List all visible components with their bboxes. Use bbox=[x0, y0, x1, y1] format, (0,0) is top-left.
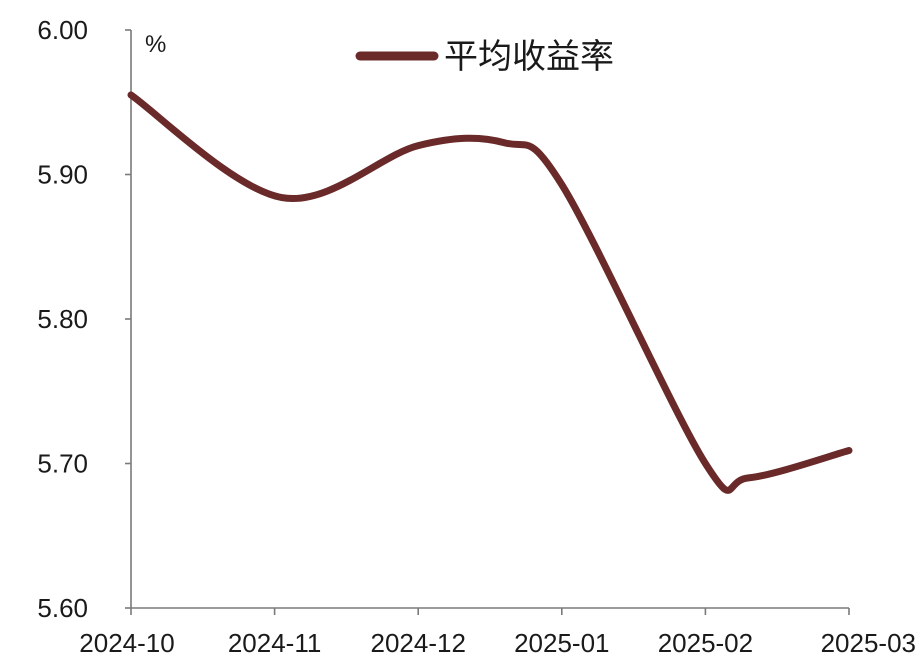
x-tick-label: 2024-10 bbox=[79, 628, 174, 658]
x-tick-label: 2025-03 bbox=[821, 628, 916, 658]
axes bbox=[130, 30, 849, 609]
x-tick-label: 2024-11 bbox=[228, 628, 322, 658]
series-line-0 bbox=[127, 91, 853, 494]
x-tick-label: 2025-02 bbox=[658, 628, 753, 658]
x-ticks: 2024-10 2024-11 2024-12 2025-01 2025-02 2025-… bbox=[79, 608, 916, 658]
y-tick-label: 6.00 bbox=[37, 15, 88, 45]
y-tick-label: 5.80 bbox=[37, 304, 88, 334]
series-layer bbox=[127, 91, 853, 494]
legend: 平均收益率 bbox=[355, 37, 614, 77]
y-ticks: 6.00 5.90 5.80 5.70 5.60 bbox=[37, 15, 131, 623]
y-tick-label: 5.90 bbox=[37, 160, 88, 190]
y-unit-label: % bbox=[145, 31, 166, 58]
y-tick-label: 5.70 bbox=[37, 449, 88, 479]
y-tick-label: 5.60 bbox=[37, 593, 88, 623]
x-tick-label: 2024-12 bbox=[370, 628, 465, 658]
legend-label: 平均收益率 bbox=[444, 37, 614, 77]
x-tick-label: 2025-01 bbox=[514, 628, 609, 658]
